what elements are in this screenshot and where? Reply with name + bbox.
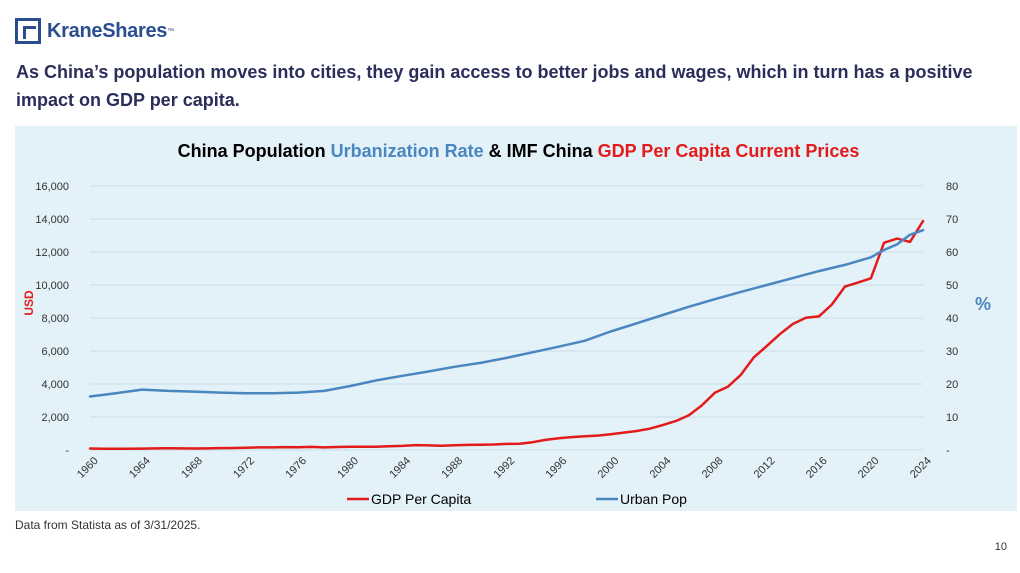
- x-tick-label: 1960: [75, 455, 101, 481]
- footnote: Data from Statista as of 3/31/2025.: [15, 518, 201, 532]
- x-tick-label: 1968: [179, 455, 205, 481]
- y-left-tick-label: 12,000: [35, 247, 69, 259]
- y-right-tick-label: 50: [946, 280, 958, 292]
- y-left-tick-label: 8,000: [41, 313, 69, 325]
- x-tick-label: 2004: [648, 455, 674, 481]
- y-axis-right-title: %: [975, 294, 991, 314]
- y-right-tick-label: 20: [946, 379, 958, 391]
- x-tick-label: 1980: [335, 455, 361, 481]
- x-tick-label: 2024: [908, 455, 934, 481]
- page-number: 10: [994, 541, 1007, 553]
- x-tick-label: 1992: [491, 455, 517, 481]
- x-tick-label: 1984: [387, 455, 413, 481]
- x-tick-label: 1964: [127, 455, 153, 481]
- x-tick-label: 2012: [752, 455, 778, 481]
- y-left-tick-label: 16,000: [35, 181, 69, 193]
- y-right-tick-label: 30: [946, 346, 958, 358]
- chart-title-part-1: China Population: [177, 141, 331, 161]
- x-tick-label: 1988: [439, 455, 465, 481]
- headline: As China’s population moves into cities,…: [16, 62, 973, 110]
- series-line-gdp-per-capita: [88, 219, 925, 451]
- y-left-tick-label: -: [65, 445, 69, 457]
- legend-label: GDP Per Capita: [371, 491, 471, 507]
- x-tick-label: 2020: [856, 455, 882, 481]
- y-axis-left-title: USD: [22, 290, 36, 316]
- series-line-urban-pop: [88, 228, 925, 398]
- y-right-tick-label: 10: [946, 412, 958, 424]
- brand-mark-icon: [15, 18, 41, 44]
- y-left-tick-label: 10,000: [35, 280, 69, 292]
- x-tick-label: 2000: [596, 455, 622, 481]
- y-left-tick-label: 14,000: [35, 214, 69, 226]
- x-tick-label: 1976: [283, 455, 309, 481]
- brand-logo: KraneShares ™: [15, 15, 174, 47]
- chart-title-gdp: GDP Per Capita Current Prices: [597, 141, 860, 161]
- y-left-tick-label: 6,000: [41, 346, 69, 358]
- x-tick-label: 2008: [700, 455, 726, 481]
- y-left-tick-label: 2,000: [41, 412, 69, 424]
- y-left-tick-label: 4,000: [41, 379, 69, 391]
- y-right-tick-label: 40: [946, 313, 958, 325]
- x-tick-label: 2016: [804, 455, 830, 481]
- chart-title-part-3: & IMF China: [483, 141, 598, 161]
- y-right-tick-label: -: [946, 445, 950, 457]
- brand-name: KraneShares: [47, 19, 168, 42]
- y-right-tick-label: 60: [946, 247, 958, 259]
- y-right-tick-label: 80: [946, 181, 958, 193]
- x-tick-label: 1996: [544, 455, 570, 481]
- brand-trademark: ™: [167, 27, 175, 35]
- y-right-tick-label: 70: [946, 214, 958, 226]
- x-tick-label: 1972: [231, 455, 257, 481]
- chart-title: China Population Urbanization Rate & IMF…: [0, 141, 1020, 162]
- chart-title-urbanization: Urbanization Rate: [330, 141, 484, 161]
- legend-label: Urban Pop: [620, 491, 687, 507]
